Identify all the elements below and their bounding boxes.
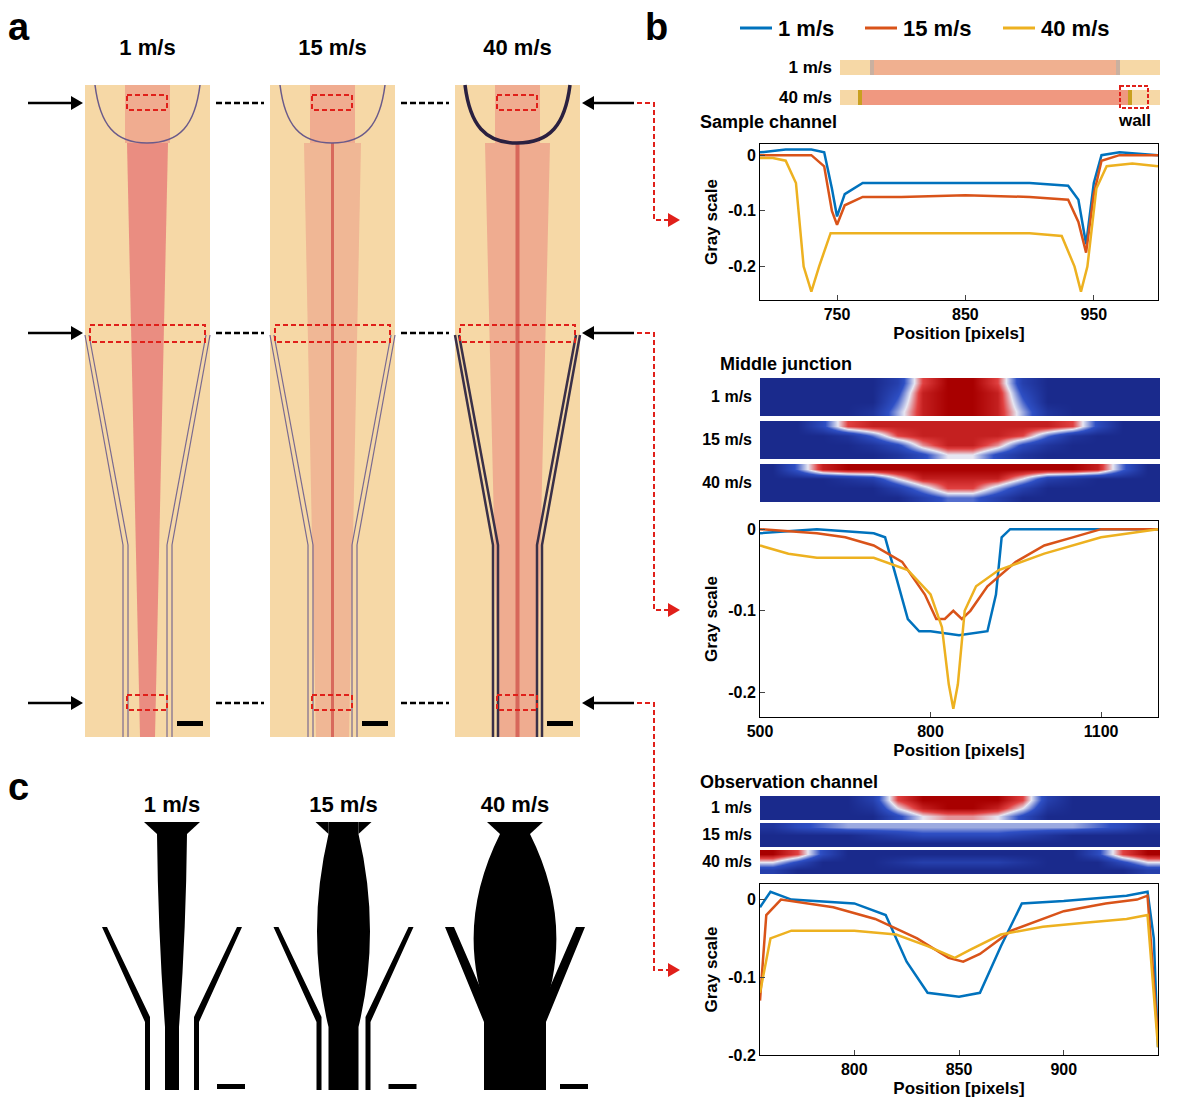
html-text:40 m/s: 40 m/s [702,853,752,870]
svg-text:40 m/s: 40 m/s [481,792,550,817]
svg-text:40 m/s: 40 m/s [779,88,832,107]
svg-text:1 m/s: 1 m/s [778,16,834,41]
html-text:Middle junction: Middle junction [720,354,852,374]
svg-text:Gray scale: Gray scale [702,926,721,1012]
svg-text:-0.1: -0.1 [728,602,756,619]
svg-text:750: 750 [824,306,851,323]
svg-text:a: a [8,6,30,48]
svg-text:850: 850 [946,1061,973,1078]
svg-text:Position [pixels]: Position [pixels] [893,1079,1024,1098]
html-text:1 m/s: 1 m/s [711,799,752,816]
svg-text:15 m/s: 15 m/s [903,16,972,41]
svg-text:c: c [8,766,29,808]
svg-text:40 m/s: 40 m/s [1041,16,1110,41]
svg-text:800: 800 [917,723,944,740]
svg-text:Gray scale: Gray scale [702,179,721,265]
svg-text:500: 500 [747,723,774,740]
svg-text:1100: 1100 [1084,723,1119,740]
svg-text:-0.2: -0.2 [728,684,756,701]
html-text:15 m/s: 15 m/s [702,431,752,448]
html-text:Sample channel: Sample channel [700,112,838,132]
html-text:Observation channel: Observation channel [700,772,879,792]
svg-text:-0.1: -0.1 [728,969,756,986]
svg-text:Position [pixels]: Position [pixels] [893,741,1024,760]
svg-text:-0.2: -0.2 [728,1047,756,1064]
svg-text:b: b [645,6,668,48]
html-text:15 m/s: 15 m/s [702,826,752,843]
svg-text:800: 800 [841,1061,868,1078]
svg-text:950: 950 [1080,306,1107,323]
svg-text:1 m/s: 1 m/s [144,792,200,817]
svg-text:Gray scale: Gray scale [702,576,721,662]
html-text:40 m/s: 40 m/s [702,474,752,491]
svg-text:900: 900 [1050,1061,1077,1078]
svg-text:1 m/s: 1 m/s [789,58,832,77]
svg-text:1 m/s: 1 m/s [119,35,175,60]
svg-text:-0.1: -0.1 [728,202,756,219]
svg-text:850: 850 [952,306,979,323]
svg-text:0: 0 [747,891,756,908]
svg-text:Position [pixels]: Position [pixels] [893,324,1024,343]
svg-text:-0.2: -0.2 [728,258,756,275]
svg-text:40 m/s: 40 m/s [483,35,552,60]
html-text:wall: wall [1118,111,1152,130]
svg-text:0: 0 [747,521,756,538]
html-text:1 m/s: 1 m/s [711,388,752,405]
svg-text:0: 0 [747,147,756,164]
svg-text:15 m/s: 15 m/s [309,792,378,817]
svg-text:15 m/s: 15 m/s [298,35,367,60]
